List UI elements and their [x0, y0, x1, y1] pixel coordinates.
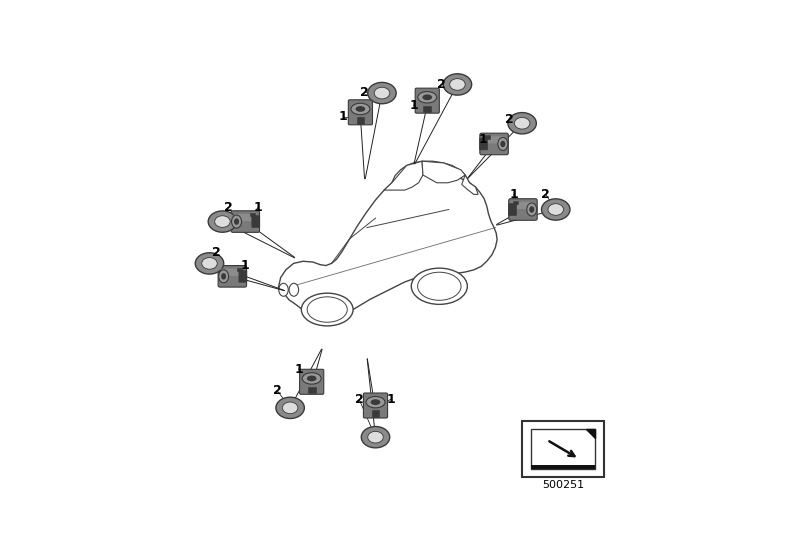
Text: 2: 2: [437, 78, 446, 91]
Ellipse shape: [278, 283, 288, 296]
Ellipse shape: [208, 211, 237, 232]
Ellipse shape: [368, 431, 383, 443]
Ellipse shape: [202, 258, 218, 269]
Polygon shape: [462, 175, 478, 194]
Text: 500251: 500251: [542, 480, 584, 491]
Text: 2: 2: [273, 384, 282, 397]
Ellipse shape: [450, 78, 465, 90]
Bar: [250, 213, 255, 217]
FancyBboxPatch shape: [509, 204, 517, 216]
Text: 1: 1: [386, 393, 395, 406]
Ellipse shape: [422, 95, 432, 100]
Polygon shape: [278, 173, 497, 318]
Text: 1: 1: [241, 259, 250, 272]
FancyBboxPatch shape: [509, 199, 538, 220]
Ellipse shape: [366, 396, 385, 408]
Bar: [372, 410, 379, 417]
Ellipse shape: [418, 92, 437, 103]
Bar: [308, 387, 315, 393]
Ellipse shape: [302, 373, 321, 384]
FancyBboxPatch shape: [480, 138, 487, 150]
Ellipse shape: [498, 137, 508, 151]
Ellipse shape: [302, 293, 353, 326]
Ellipse shape: [529, 206, 534, 213]
Ellipse shape: [221, 273, 226, 279]
FancyBboxPatch shape: [348, 100, 373, 125]
Ellipse shape: [443, 74, 472, 95]
FancyBboxPatch shape: [221, 269, 243, 276]
Ellipse shape: [307, 376, 317, 381]
Text: 1: 1: [509, 188, 518, 201]
Ellipse shape: [276, 397, 304, 418]
Text: 1: 1: [294, 362, 303, 376]
Bar: [357, 117, 364, 124]
Bar: [484, 136, 490, 139]
Text: 1: 1: [478, 133, 487, 146]
FancyBboxPatch shape: [415, 88, 439, 113]
Bar: [423, 106, 431, 112]
Ellipse shape: [195, 253, 224, 274]
FancyBboxPatch shape: [218, 265, 246, 287]
Polygon shape: [384, 161, 423, 190]
Ellipse shape: [307, 297, 347, 322]
Text: 2: 2: [542, 188, 550, 201]
Ellipse shape: [370, 399, 380, 405]
Ellipse shape: [234, 218, 239, 225]
Ellipse shape: [514, 118, 530, 129]
Text: 1: 1: [338, 110, 347, 123]
Ellipse shape: [282, 402, 298, 414]
Bar: [522, 421, 604, 477]
Ellipse shape: [526, 203, 537, 216]
Ellipse shape: [508, 113, 536, 134]
Bar: [237, 268, 242, 271]
FancyBboxPatch shape: [300, 369, 324, 394]
FancyBboxPatch shape: [234, 214, 256, 221]
Ellipse shape: [368, 82, 396, 104]
Ellipse shape: [214, 216, 230, 227]
Text: 2: 2: [505, 113, 514, 127]
FancyBboxPatch shape: [511, 202, 534, 209]
Ellipse shape: [362, 427, 390, 448]
FancyBboxPatch shape: [231, 211, 259, 232]
Text: 2: 2: [360, 86, 369, 99]
Ellipse shape: [351, 103, 370, 115]
Text: 2: 2: [354, 393, 363, 406]
FancyBboxPatch shape: [480, 133, 508, 155]
Text: 1: 1: [254, 201, 262, 214]
Ellipse shape: [218, 270, 229, 283]
Ellipse shape: [355, 106, 366, 112]
Ellipse shape: [500, 141, 506, 147]
FancyBboxPatch shape: [239, 270, 246, 282]
Bar: [513, 201, 518, 204]
Bar: [530, 428, 595, 469]
Text: 1: 1: [409, 99, 418, 111]
Ellipse shape: [411, 268, 467, 305]
Ellipse shape: [231, 215, 242, 228]
Ellipse shape: [542, 199, 570, 220]
Ellipse shape: [548, 204, 563, 215]
Ellipse shape: [418, 272, 461, 300]
FancyBboxPatch shape: [252, 216, 260, 227]
Polygon shape: [422, 161, 465, 183]
Bar: [530, 465, 595, 469]
Polygon shape: [586, 428, 595, 438]
FancyBboxPatch shape: [482, 136, 505, 143]
Ellipse shape: [289, 283, 298, 296]
Text: 2: 2: [224, 201, 233, 214]
FancyBboxPatch shape: [363, 393, 387, 418]
Ellipse shape: [374, 87, 390, 99]
Text: 2: 2: [211, 246, 220, 259]
